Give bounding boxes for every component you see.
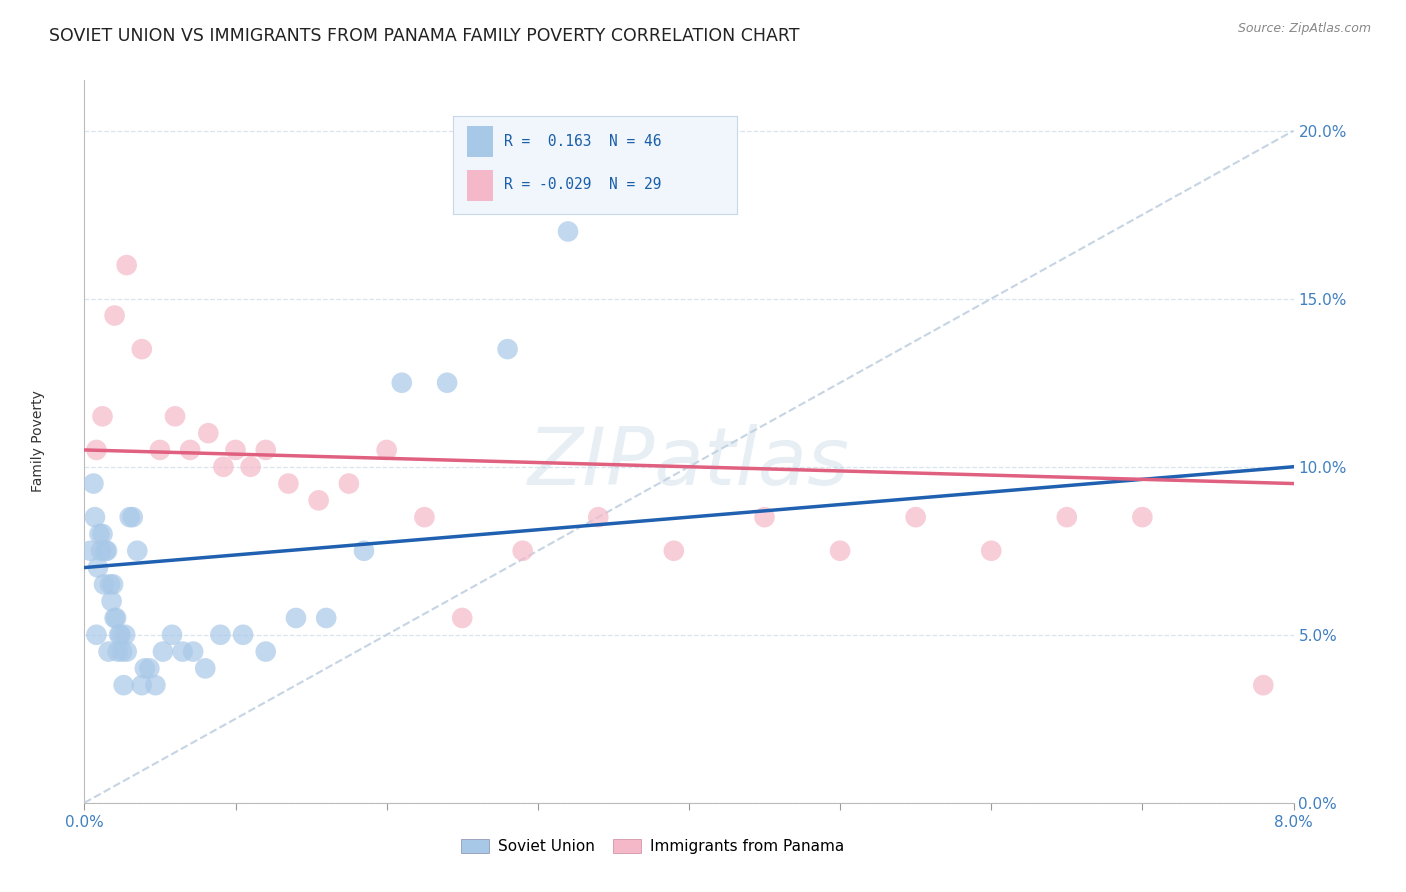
Point: [110, 628, 132, 642]
Point: [145, 678, 167, 692]
Point: [225, 442, 247, 457]
Point: [149, 442, 172, 457]
Point: [98, 577, 121, 591]
Point: [980, 543, 1002, 558]
Point: [111, 644, 134, 658]
Text: Family Poverty: Family Poverty: [31, 391, 45, 492]
Point: [232, 628, 254, 642]
Point: [496, 342, 519, 356]
Point: [104, 611, 127, 625]
Point: [86, 628, 108, 642]
Point: [118, 510, 141, 524]
Point: [127, 543, 149, 558]
Point: [115, 644, 138, 658]
Point: [89, 527, 111, 541]
Point: [82, 476, 104, 491]
Point: [451, 611, 474, 625]
Point: [179, 442, 201, 457]
Point: [1132, 510, 1154, 524]
Point: [308, 493, 330, 508]
Point: [1056, 510, 1078, 524]
Point: [391, 376, 413, 390]
Point: [134, 661, 156, 675]
Point: [114, 628, 136, 642]
Point: [239, 459, 262, 474]
Point: [79, 543, 101, 558]
Point: [97, 644, 120, 658]
Point: [160, 628, 183, 642]
Point: [104, 309, 127, 323]
Text: Source: ZipAtlas.com: Source: ZipAtlas.com: [1237, 22, 1371, 36]
Legend: Soviet Union, Immigrants from Panama: Soviet Union, Immigrants from Panama: [456, 832, 851, 860]
Point: [904, 510, 927, 524]
Point: [91, 527, 114, 541]
Point: [90, 543, 112, 558]
Point: [315, 611, 337, 625]
Point: [165, 409, 187, 424]
Point: [91, 409, 114, 424]
Point: [86, 442, 108, 457]
Point: [413, 510, 436, 524]
Point: [662, 543, 685, 558]
Point: [96, 543, 118, 558]
Point: [353, 543, 375, 558]
Point: [754, 510, 776, 524]
Point: [830, 543, 852, 558]
Point: [107, 644, 129, 658]
Point: [121, 510, 143, 524]
Point: [1253, 678, 1275, 692]
Point: [375, 442, 398, 457]
Point: [436, 376, 458, 390]
Point: [87, 560, 110, 574]
Point: [209, 628, 232, 642]
Point: [254, 442, 277, 457]
Point: [254, 644, 277, 658]
Point: [212, 459, 235, 474]
Point: [194, 661, 217, 675]
Point: [108, 628, 131, 642]
Point: [337, 476, 360, 491]
Point: [94, 543, 117, 558]
Point: [100, 594, 122, 608]
Point: [131, 342, 153, 356]
Point: [277, 476, 299, 491]
Text: ZIPatlas: ZIPatlas: [527, 425, 851, 502]
Point: [588, 510, 610, 524]
Point: [152, 644, 174, 658]
Point: [115, 258, 138, 272]
Point: [284, 611, 308, 625]
Point: [93, 577, 115, 591]
Point: [181, 644, 204, 658]
Point: [131, 678, 153, 692]
Text: SOVIET UNION VS IMMIGRANTS FROM PANAMA FAMILY POVERTY CORRELATION CHART: SOVIET UNION VS IMMIGRANTS FROM PANAMA F…: [49, 27, 800, 45]
Point: [101, 577, 124, 591]
Point: [172, 644, 194, 658]
Point: [112, 678, 135, 692]
Point: [197, 426, 219, 441]
Point: [84, 510, 107, 524]
Point: [512, 543, 534, 558]
Point: [138, 661, 160, 675]
Point: [557, 225, 579, 239]
Point: [105, 611, 128, 625]
